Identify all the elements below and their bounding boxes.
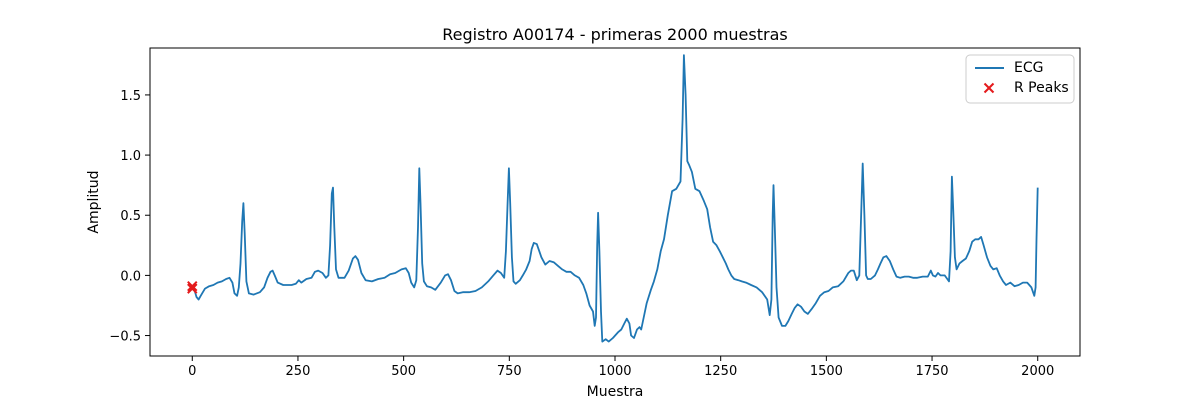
chart-title: Registro A00174 - primeras 2000 muestras [442, 25, 787, 44]
y-tick-label: 0.0 [120, 269, 141, 284]
x-tick-label: 750 [497, 364, 522, 379]
legend-rpeaks-marker [983, 82, 995, 94]
r-peak-marker [187, 283, 198, 294]
plot-area: 0 250 500 750 1000 1250 1500 1750 2000 −0.5 0.0 0.… [109, 47, 1081, 379]
y-tick-label: 1.5 [120, 89, 141, 104]
series-ecg-line [191, 54, 1039, 343]
y-tick-label: −0.5 [109, 330, 141, 345]
legend-rpeaks-label: R Peaks [1014, 80, 1069, 96]
y-tick-label: 0.5 [120, 209, 141, 224]
x-tick-label: 0 [188, 364, 196, 379]
r-peak-legend-x [983, 82, 995, 94]
x-tick-label: 1250 [704, 364, 737, 379]
legend-ecg-label: ECG [1014, 60, 1043, 76]
x-tick-label: 2000 [1021, 364, 1054, 379]
legend: ECG R Peaks [965, 54, 1075, 104]
x-axis-label: Muestra [587, 384, 644, 400]
series-layer [187, 54, 1039, 343]
plot-frame [149, 47, 1081, 357]
r-peak-marker [187, 281, 198, 292]
x-tick-label: 1000 [598, 364, 631, 379]
y-axis-label: Amplitud [86, 170, 102, 233]
x-axis: 0 250 500 750 1000 1250 1500 1750 2000 [188, 356, 1054, 379]
x-tick-label: 1500 [810, 364, 843, 379]
x-tick-label: 500 [391, 364, 416, 379]
y-axis: −0.5 0.0 0.5 1.0 1.5 [109, 89, 150, 345]
x-tick-label: 1750 [915, 364, 948, 379]
x-tick-label: 250 [286, 364, 311, 379]
y-tick-label: 1.0 [120, 149, 141, 164]
